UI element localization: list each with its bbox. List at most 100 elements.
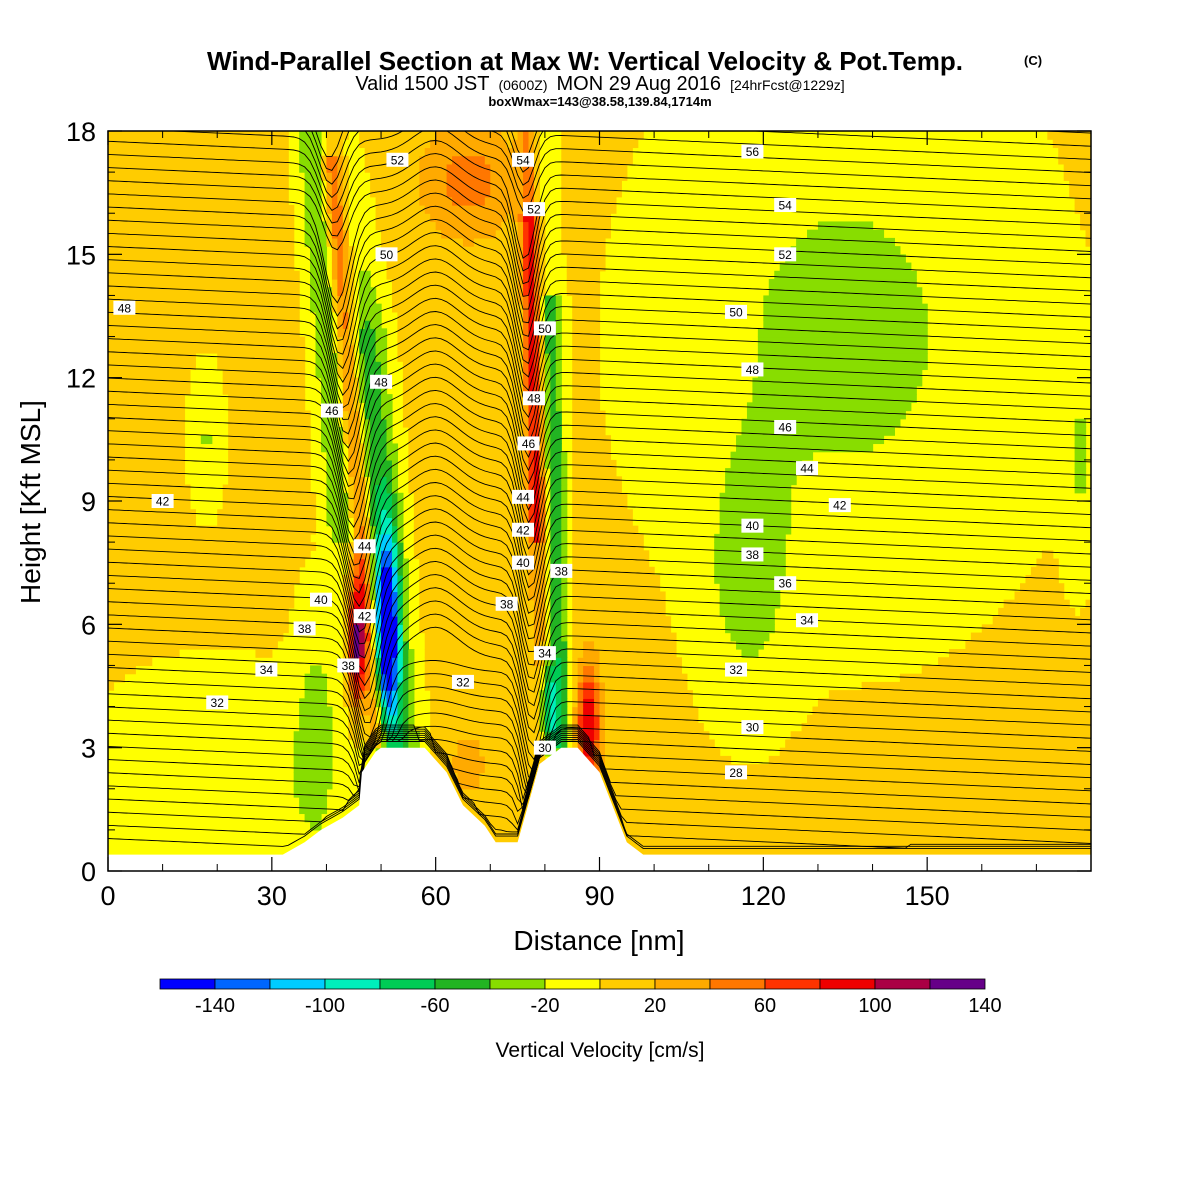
velocity-cell: [359, 303, 382, 313]
velocity-cell: [299, 147, 322, 157]
velocity-cell: [577, 698, 584, 708]
velocity-cell: [528, 451, 535, 461]
isentrope-line: [108, 508, 1091, 633]
velocity-cell: [517, 279, 524, 288]
velocity-cell: [577, 731, 584, 741]
velocity-cell: [293, 747, 333, 757]
velocity-cell: [561, 698, 568, 708]
velocity-cell: [533, 344, 541, 354]
velocity-cell: [353, 525, 360, 535]
isentrope-label: 30: [533, 740, 556, 755]
potential-temperature-contours: [108, 131, 1091, 849]
velocity-cell: [763, 295, 923, 305]
velocity-cell: [370, 566, 377, 576]
isentrope-label-box: [386, 152, 409, 167]
velocity-cell: [359, 131, 437, 140]
velocity-cell: [457, 772, 480, 782]
velocity-cell: [364, 353, 377, 362]
velocity-cell: [397, 681, 404, 691]
velocity-cell: [790, 246, 901, 255]
velocity-cell: [572, 295, 601, 305]
velocity-cell: [561, 196, 617, 206]
velocity-cell: [375, 525, 382, 535]
velocity-cell: [539, 492, 546, 502]
velocity-cell: [424, 657, 535, 667]
velocity-cell: [523, 172, 535, 181]
velocity-cell: [391, 599, 399, 609]
velocity-cell: [555, 328, 562, 338]
velocity-cell: [446, 163, 491, 173]
velocity-cell: [359, 311, 382, 321]
velocity-cell: [1074, 468, 1087, 477]
velocity-cell: [348, 607, 355, 617]
velocity-cell: [391, 484, 399, 494]
velocity-cell: [550, 468, 562, 477]
velocity-cell: [599, 714, 606, 724]
velocity-cell: [359, 624, 366, 634]
velocity-cell: [577, 706, 584, 716]
velocity-cell: [386, 451, 399, 461]
colorbar-swatch: [324, 978, 381, 990]
velocity-cell: [217, 361, 306, 371]
isentrope-line: [108, 728, 1091, 806]
isentrope-line: [108, 179, 1091, 304]
velocity-cell: [528, 418, 541, 428]
velocity-cell: [381, 246, 519, 255]
velocity-cell: [375, 221, 437, 231]
velocity-cell: [408, 657, 415, 667]
velocity-cell: [359, 295, 377, 305]
velocity-cell: [331, 533, 349, 543]
velocity-cell: [577, 665, 584, 675]
velocity-cell: [550, 509, 562, 519]
velocity-cell: [512, 139, 524, 149]
velocity-cell: [408, 739, 420, 749]
velocity-cell: [299, 714, 333, 724]
velocity-cell: [523, 427, 530, 436]
velocity-cell: [555, 336, 562, 346]
velocity-cell: [391, 517, 399, 527]
velocity-cell: [523, 476, 530, 486]
velocity-cell: [539, 353, 546, 362]
isentrope-label-text: 34: [260, 663, 274, 677]
velocity-cell: [725, 624, 775, 634]
isentrope-line: [108, 706, 1091, 800]
velocity-cell: [217, 353, 306, 362]
velocity-cell: [397, 649, 404, 658]
x-tick-label: 120: [741, 881, 786, 911]
velocity-cell: [583, 673, 595, 683]
colorbar-swatch: [544, 978, 601, 990]
velocity-cell: [544, 385, 551, 395]
velocity-cell: [413, 517, 524, 527]
velocity-cell: [375, 607, 382, 617]
isentrope-label: 42: [512, 522, 535, 537]
isentrope-label-text: 54: [516, 153, 530, 167]
velocity-cell: [768, 279, 917, 288]
isentrope-label-text: 50: [538, 322, 552, 336]
isentrope-label-text: 34: [800, 614, 814, 628]
isentrope-line: [108, 455, 1091, 579]
velocity-cell: [381, 509, 388, 519]
velocity-cell: [523, 180, 535, 190]
velocity-cell: [359, 566, 366, 576]
isentrope-label: 38: [550, 563, 573, 578]
velocity-cell: [397, 328, 524, 338]
velocity-cell: [430, 714, 541, 724]
isentrope-label-text: 38: [555, 564, 569, 578]
velocity-cell: [386, 270, 519, 280]
velocity-cell: [108, 402, 186, 412]
velocity-cell: [462, 237, 475, 247]
velocity-cell: [402, 665, 409, 675]
velocity-cell: [108, 155, 289, 165]
velocity-cell: [583, 665, 595, 675]
velocity-cell: [381, 657, 393, 667]
velocity-cell: [533, 599, 546, 609]
velocity-cell: [108, 484, 191, 494]
isentrope-label-text: 50: [380, 248, 394, 262]
velocity-cell: [108, 131, 289, 140]
velocity-cell: [108, 205, 295, 214]
velocity-cell: [533, 172, 541, 181]
isentrope-line: [108, 442, 1091, 566]
velocity-cell: [391, 468, 399, 477]
velocity-cell: [342, 385, 355, 395]
velocity-cell: [523, 418, 530, 428]
